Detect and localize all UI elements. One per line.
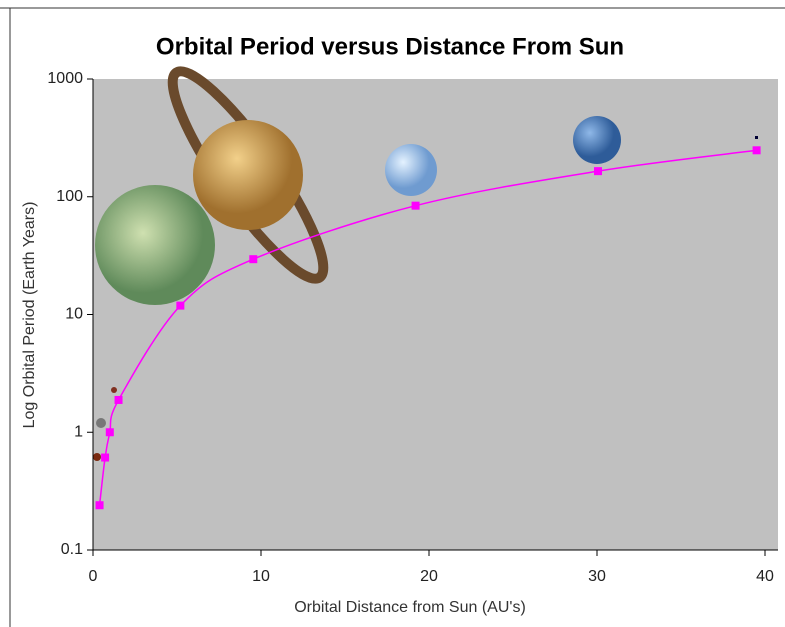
- venus-image: [93, 453, 101, 461]
- point-marker: [412, 202, 420, 210]
- x-axis-label: Orbital Distance from Sun (AU's): [294, 599, 526, 616]
- uranus-image: [385, 144, 437, 196]
- y-tick-label: 0.1: [61, 541, 83, 558]
- saturn-image: [193, 120, 303, 230]
- chart-title: Orbital Period versus Distance From Sun: [156, 33, 624, 60]
- y-tick-label: 1: [74, 423, 83, 440]
- point-marker: [753, 146, 761, 154]
- point-marker: [96, 501, 104, 509]
- x-tick-label: 20: [420, 568, 438, 585]
- x-tick-label: 0: [89, 568, 98, 585]
- x-tick-label: 30: [588, 568, 606, 585]
- x-tick-label: 10: [252, 568, 270, 585]
- point-marker: [594, 167, 602, 175]
- neptune-image: [573, 116, 621, 164]
- point-marker: [106, 428, 114, 436]
- earth-image: [96, 418, 106, 428]
- point-marker: [249, 255, 257, 263]
- y-tick-label: 10: [65, 306, 83, 323]
- y-tick-label: 100: [56, 188, 83, 205]
- x-tick-label: 40: [756, 568, 774, 585]
- y-axis-label: Log Orbital Period (Earth Years): [21, 202, 38, 429]
- chart: Orbital Period versus Distance From Sun …: [0, 0, 785, 627]
- point-marker: [115, 396, 123, 404]
- point-marker: [101, 454, 109, 462]
- mars-image: [111, 387, 117, 393]
- pluto-image: [755, 136, 758, 139]
- point-marker: [176, 302, 184, 310]
- jupiter-image: [95, 185, 215, 305]
- y-tick-label: 1000: [47, 70, 83, 87]
